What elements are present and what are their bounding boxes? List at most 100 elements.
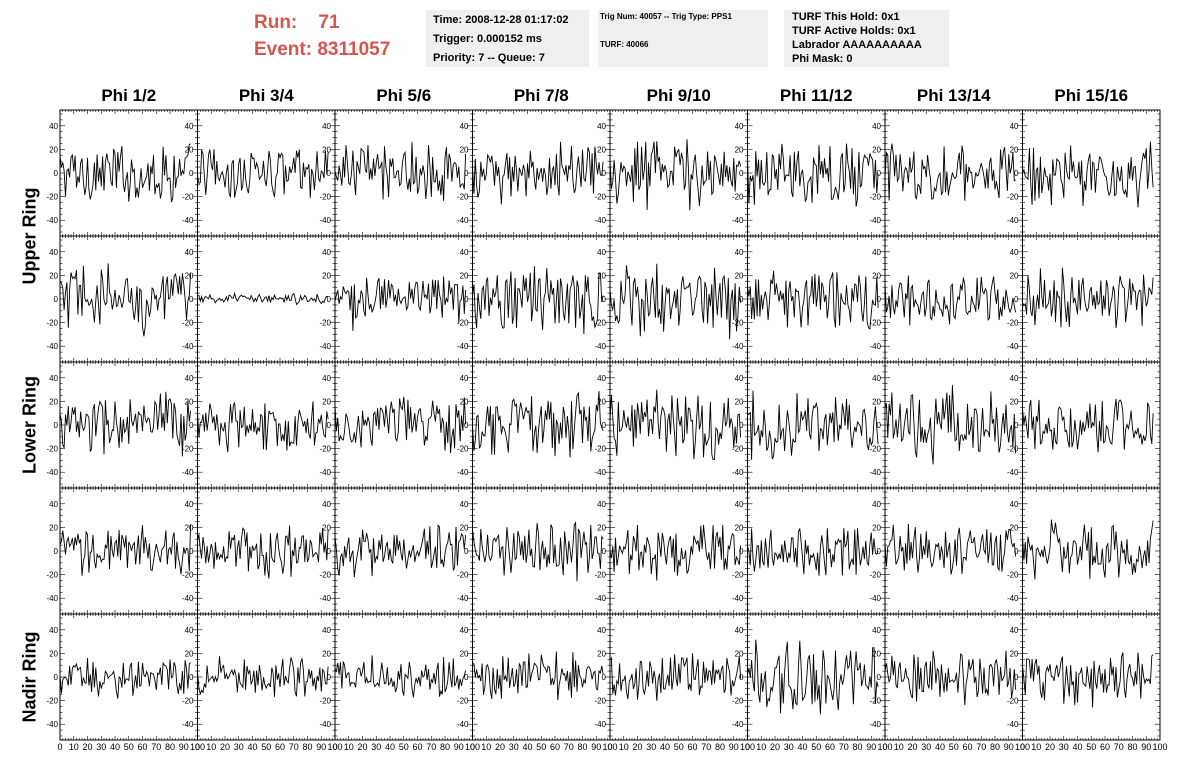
phi-header-6: Phi 11/12 (779, 86, 853, 105)
y-tick-label: 0 (602, 295, 607, 304)
panel-r2-c2: -40 -20 0 20 40 (182, 235, 336, 363)
y-tick-label: -20 (1007, 193, 1019, 202)
y-tick-label: -20 (869, 445, 881, 454)
y-tick-label: 20 (597, 145, 606, 154)
panel-r3-c7: -40 -20 0 20 40 (869, 361, 1023, 489)
y-tick-label: -40 (869, 594, 881, 603)
y-tick-label: -20 (869, 193, 881, 202)
waveform-trace (1022, 267, 1154, 329)
panel-r2-c1: -40 -20 0 20 40 (46, 235, 198, 363)
trigger-text: Trigger: 0.000152 ms (433, 33, 542, 45)
y-tick-label: -40 (594, 468, 606, 477)
y-tick-label: 20 (322, 523, 331, 532)
y-tick-label: 40 (597, 122, 606, 131)
waveform-trace (472, 521, 604, 582)
y-tick-label: -20 (594, 571, 606, 580)
y-tick-label: 20 (49, 271, 58, 280)
y-tick-label: -40 (457, 216, 469, 225)
y-tick-label: 40 (460, 248, 469, 257)
y-tick-label: -20 (732, 193, 744, 202)
y-tick-label: 0 (189, 169, 194, 178)
panel-r1-c5: -40 -20 0 20 40 (594, 109, 748, 237)
waveform-trace (609, 263, 742, 340)
phi-header-1: Phi 1/2 (101, 86, 157, 105)
y-tick-label: -40 (46, 594, 58, 603)
y-tick-label: -20 (182, 319, 194, 328)
panel-r4-c3: -40 -20 0 20 40 (319, 487, 473, 615)
waveform-trace (197, 149, 329, 198)
time-text: Time: 2008-12-28 01:17:02 (433, 14, 569, 26)
y-tick-label: -40 (46, 216, 58, 225)
y-tick-label: 40 (597, 500, 606, 509)
y-tick-label: -20 (46, 571, 58, 580)
y-tick-label: 20 (49, 523, 58, 532)
y-tick-label: -40 (46, 342, 58, 351)
phi-header-4: Phi 7/8 (513, 86, 569, 105)
y-tick-label: 20 (872, 145, 881, 154)
panel-r4-c5: -40 -20 0 20 40 (594, 487, 748, 615)
waveform-trace (334, 524, 467, 578)
panel-frame (609, 109, 748, 237)
y-tick-label: -40 (869, 216, 881, 225)
y-tick-label: 40 (1010, 248, 1019, 257)
y-tick-label: 40 (1010, 500, 1019, 509)
y-tick-label: 20 (872, 397, 881, 406)
y-tick-label: 40 (735, 374, 744, 383)
y-tick-label: -40 (319, 468, 331, 477)
run-number: Run: 71 (254, 12, 340, 33)
panel-r2-c4: -40 -20 0 20 40 (457, 235, 611, 363)
panel-frame (59, 109, 198, 237)
panel-r2-c5: -40 -20 0 20 40 (594, 235, 748, 363)
y-tick-label: 40 (49, 500, 58, 509)
phi-header-2: Phi 3/4 (238, 86, 294, 105)
trig-info-box: Trig Num: 40057 -- Trig Type: PPS1 TURF:… (598, 10, 768, 67)
y-tick-label: 0 (327, 169, 332, 178)
y-tick-label: 0 (327, 547, 332, 556)
y-tick-label: -40 (1007, 594, 1019, 603)
y-tick-label: 20 (735, 397, 744, 406)
y-tick-label: -20 (457, 319, 469, 328)
y-tick-label: 40 (872, 374, 881, 383)
panel-r1-c7: -40 -20 0 20 40 (869, 109, 1023, 237)
panel-r3-c2: -40 -20 0 20 40 (182, 361, 336, 489)
y-tick-label: 0 (877, 295, 882, 304)
y-tick-label: 0 (189, 295, 194, 304)
phi-header-3: Phi 5/6 (376, 86, 432, 105)
y-tick-label: -40 (1007, 468, 1019, 477)
y-tick-label: 20 (1010, 397, 1019, 406)
priority-text: Priority: 7 -- Queue: 7 (433, 52, 545, 64)
y-tick-label: 20 (872, 523, 881, 532)
y-tick-label: 20 (185, 145, 194, 154)
waveform-trace (747, 270, 879, 330)
y-tick-label: -20 (732, 319, 744, 328)
y-tick-label: -20 (46, 445, 58, 454)
y-tick-label: -20 (594, 193, 606, 202)
y-tick-label: -40 (319, 594, 331, 603)
y-tick-label: 20 (735, 523, 744, 532)
panel-r3-c6: -40 -20 0 20 40 (732, 361, 886, 489)
y-tick-label: 20 (1010, 145, 1019, 154)
y-tick-label: 40 (322, 122, 331, 131)
panel-r3-c5: -40 -20 0 20 40 (594, 361, 748, 489)
y-tick-label: 0 (327, 421, 332, 430)
waveform-trace (609, 389, 742, 461)
panel-r2-c7: -40 -20 0 20 40 (869, 235, 1023, 363)
y-tick-label: -40 (457, 594, 469, 603)
panel-r3-c1: -40 -20 0 20 40 (46, 361, 198, 489)
y-tick-label: 0 (739, 295, 744, 304)
waveform-trace (472, 266, 604, 335)
y-tick-label: -20 (182, 445, 194, 454)
waveform-trace (197, 401, 329, 453)
y-tick-label: 40 (735, 500, 744, 509)
y-tick-label: -20 (869, 319, 881, 328)
y-tick-label: 20 (185, 397, 194, 406)
y-tick-label: -40 (182, 468, 194, 477)
y-tick-label: 40 (597, 248, 606, 257)
turf-this-hold-text: TURF This Hold: 0x1 (792, 11, 900, 23)
panel-frame (59, 361, 198, 489)
waveform-trace (334, 142, 467, 201)
waveform-trace (59, 143, 191, 203)
y-tick-label: 20 (185, 271, 194, 280)
waveform-trace (1022, 519, 1154, 580)
panel-frame (472, 109, 611, 237)
